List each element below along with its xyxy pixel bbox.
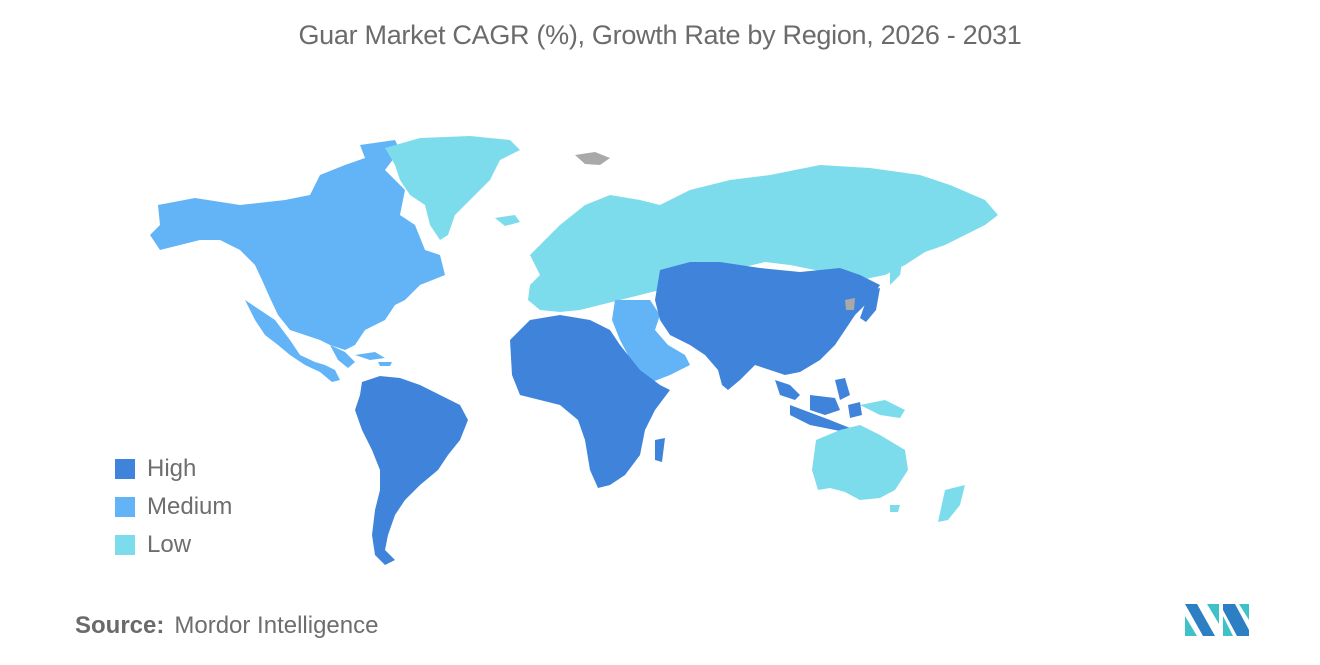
region-middle-east [612, 300, 690, 382]
region-oceania [812, 400, 965, 522]
legend-item-high: High [115, 450, 232, 488]
region-south-america [355, 376, 468, 565]
legend-label: Low [147, 531, 192, 558]
region-north-america [150, 140, 445, 382]
legend-label: Medium [147, 493, 233, 520]
region-africa [510, 315, 670, 488]
region-asia-high [655, 262, 880, 432]
region-europe-russia [528, 165, 998, 312]
chart-title: Guar Market CAGR (%), Growth Rate by Reg… [298, 20, 1022, 50]
legend: High Medium Low [115, 450, 232, 564]
legend-item-medium: Medium [115, 488, 232, 526]
legend-swatch-high [115, 459, 135, 479]
source-credit: Source: Mordor Intelligence [75, 612, 378, 640]
legend-swatch-low [115, 535, 135, 555]
region-caribbean [355, 352, 392, 366]
legend-item-low: Low [115, 526, 232, 564]
legend-swatch-medium [115, 497, 135, 517]
mordor-intelligence-logo-icon [1185, 604, 1249, 636]
region-greenland [385, 136, 520, 240]
source-value: Mordor Intelligence [174, 612, 379, 639]
legend-label: High [147, 455, 197, 482]
source-label: Source: [75, 612, 165, 639]
region-no-data [575, 152, 855, 310]
